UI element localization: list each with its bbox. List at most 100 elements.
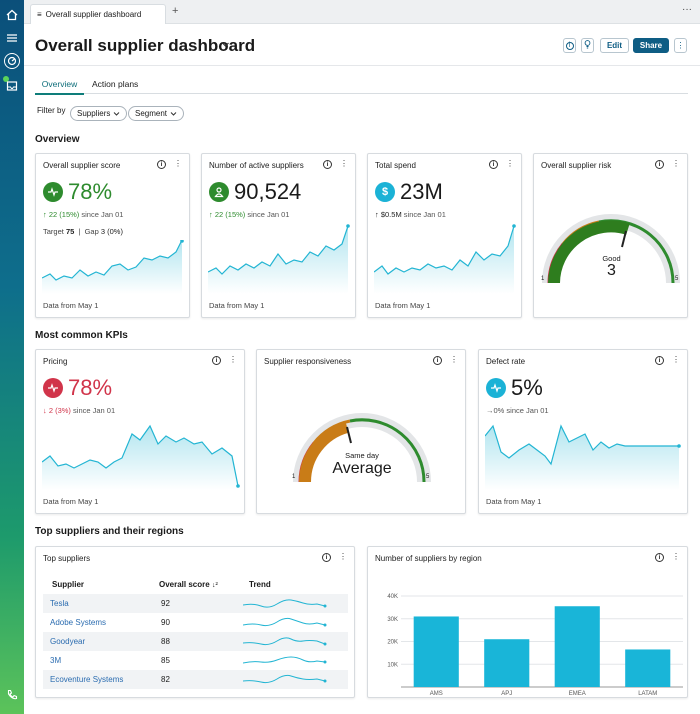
more-vertical-icon[interactable]: ⋮ (672, 355, 680, 364)
supplier-name[interactable]: Ecoventure Systems (50, 675, 124, 684)
more-vertical-icon[interactable]: ⋮ (450, 355, 458, 364)
tab-action-plans[interactable]: Action plans (92, 79, 139, 89)
supplier-name[interactable]: Tesla (50, 599, 69, 608)
info-icon[interactable]: i (433, 356, 442, 365)
gauge-min: 1 (292, 474, 296, 480)
info-icon[interactable]: i (489, 160, 498, 169)
info-button[interactable]: i (563, 38, 576, 53)
kpi-value: 5% (511, 375, 543, 400)
tab-overview[interactable]: Overview (35, 79, 84, 95)
gauge-max: 5 (675, 276, 679, 282)
page-title: Overall supplier dashboard (35, 36, 256, 55)
gap-label: Gap (84, 227, 99, 236)
gauge-status: Good (602, 254, 621, 263)
tab-label: Overall supplier dashboard (45, 10, 142, 19)
add-tab-icon[interactable]: + (172, 5, 179, 17)
filter-label: Filter by (37, 106, 66, 115)
x-tick-label: EMEA (569, 691, 586, 697)
more-vertical-icon[interactable]: ⋮ (674, 38, 687, 53)
section-kpis: Most common KPIs (35, 330, 128, 341)
tab-overall-supplier-dashboard[interactable]: ≡ Overall supplier dashboard (30, 4, 166, 24)
delta-value: 22 (15%) (214, 210, 246, 219)
card-overall-supplier-score: Overall supplier score i ⋮ 78% ↑ 22 (15%… (35, 153, 190, 318)
card-footer: Data from May 1 (375, 301, 431, 310)
kpi-delta: ↓ 2 (3%) since Jan 01 (43, 406, 116, 415)
table-row[interactable]: 3M 85 (43, 651, 348, 670)
info-icon[interactable]: i (322, 553, 331, 562)
filter-segment[interactable]: Segment (128, 106, 185, 121)
supplier-name[interactable]: 3M (50, 656, 62, 665)
more-vertical-icon[interactable]: ⋮ (672, 159, 680, 168)
supplier-name[interactable]: Adobe Systems (50, 618, 107, 627)
card-title: Overall supplier risk (541, 161, 612, 170)
info-icon[interactable]: i (323, 160, 332, 169)
gap-value: 3 (0%) (100, 227, 123, 236)
card-footer: Data from May 1 (43, 497, 99, 506)
x-tick-label: LATAM (638, 691, 657, 697)
edit-button[interactable]: Edit (600, 38, 629, 53)
delta-value: 22 (15%) (48, 210, 80, 219)
delta-since: since Jan 01 (401, 210, 446, 219)
more-vertical-icon[interactable]: ⋮ (506, 159, 514, 168)
insight-button[interactable] (581, 38, 594, 53)
section-regions: Top suppliers and their regions (35, 526, 184, 537)
info-icon[interactable]: i (655, 160, 664, 169)
column-trend[interactable]: Trend (249, 580, 271, 589)
info-icon[interactable]: i (157, 160, 166, 169)
menu-list-icon[interactable] (5, 31, 19, 45)
bar (554, 606, 600, 687)
table-row[interactable]: Ecoventure Systems 82 (43, 670, 348, 689)
kpi-value: 78% (68, 179, 113, 204)
chevron-down-icon (114, 112, 120, 116)
card-title: Overall supplier score (43, 161, 121, 170)
y-tick-label: 10K (387, 662, 398, 668)
pulse-icon (43, 378, 63, 398)
inbox-icon[interactable] (5, 79, 19, 93)
left-rail (0, 0, 24, 714)
card-footer: Data from May 1 (486, 497, 542, 506)
chevron-down-icon[interactable] (221, 40, 230, 51)
sparkline-chart (42, 424, 240, 490)
trend-sparkline (243, 674, 327, 683)
delta-since: since Jan 01 (70, 406, 116, 415)
info-icon[interactable]: i (212, 356, 221, 365)
delta-since: since Jan 01 (245, 210, 290, 219)
more-vertical-icon[interactable]: ⋮ (339, 552, 347, 561)
share-button[interactable]: Share (633, 38, 669, 53)
supplier-name[interactable]: Goodyear (50, 637, 86, 646)
more-vertical-icon[interactable]: ⋮ (340, 159, 348, 168)
delta-since: since Jan 01 (79, 210, 124, 219)
home-icon[interactable] (5, 8, 19, 22)
x-tick-label: AMS (430, 691, 443, 697)
gauge-value: Average (332, 460, 392, 477)
filter-suppliers[interactable]: Suppliers (70, 106, 128, 121)
table-row[interactable]: Goodyear 88 (43, 632, 348, 651)
status-dot (3, 76, 9, 82)
more-vertical-icon[interactable]: ⋮ (229, 355, 237, 364)
dashboard-icon[interactable] (4, 53, 20, 69)
supplier-score: 90 (161, 618, 170, 627)
table-row[interactable]: Tesla 92 (43, 594, 348, 613)
chevron-down-icon (170, 112, 177, 116)
tab-bar: ≡ Overall supplier dashboard + ··· (24, 0, 700, 24)
phone-icon[interactable] (5, 688, 19, 702)
column-supplier[interactable]: Supplier (52, 580, 85, 589)
supplier-score: 92 (161, 599, 170, 608)
page-tabs: Overview Action plans (35, 79, 688, 95)
trend-sparkline (243, 636, 327, 645)
bar (625, 649, 671, 687)
target-label: Target (43, 227, 64, 236)
info-icon[interactable]: i (655, 553, 664, 562)
x-tick-label: APJ (501, 691, 512, 697)
more-horizontal-icon[interactable]: ··· (682, 4, 692, 15)
dollar-icon: $ (375, 182, 395, 202)
info-icon[interactable]: i (655, 356, 664, 365)
more-vertical-icon[interactable]: ⋮ (174, 159, 182, 168)
table-row[interactable]: Adobe Systems 90 (43, 613, 348, 632)
chip-label: Suppliers (77, 109, 111, 118)
card-overall-supplier-risk: Overall supplier risk i ⋮ Good 3 1 5 (533, 153, 688, 318)
card-defect-rate: Defect rate i ⋮ 5% →0% since Jan 01 Data… (478, 349, 688, 514)
column-overall-score[interactable]: Overall score ↓² (159, 580, 218, 589)
pulse-icon (486, 378, 506, 398)
more-vertical-icon[interactable]: ⋮ (672, 552, 680, 561)
